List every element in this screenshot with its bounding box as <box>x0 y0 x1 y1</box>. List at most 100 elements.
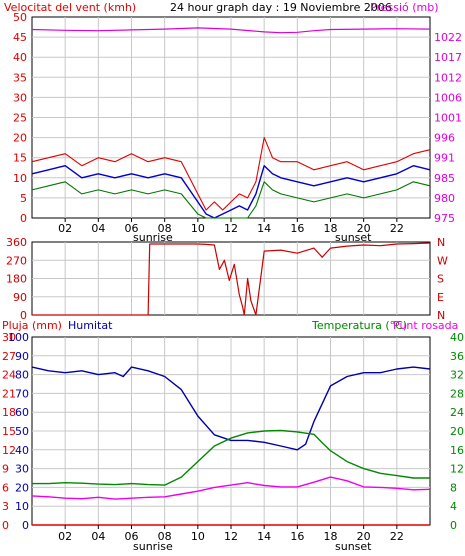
temperature-y-tick-label: 32 <box>450 369 464 382</box>
wind-y-tick-label: 25 <box>13 112 27 125</box>
rain-y-tick-label: 12 <box>2 444 16 457</box>
temperature-y-tick-label: 36 <box>450 350 464 363</box>
wind-x-tick-label: 02 <box>58 222 72 235</box>
rain-y-tick-label: 30 <box>2 331 16 344</box>
humidity-y-tick-label: 70 <box>15 387 29 400</box>
direction-y-ticks: 0 90 180 270 360 <box>6 236 27 322</box>
direction-y-tick-label: 180 <box>6 273 27 286</box>
temperature-y-tick-label: 0 <box>450 519 457 532</box>
temperature-line <box>32 429 430 486</box>
wind-y-tick-label: 40 <box>13 51 27 64</box>
compass-tick-label: N <box>437 309 445 322</box>
compass-tick-label: W <box>437 254 448 267</box>
humidity-y-tick-label: 90 <box>15 350 29 363</box>
humidity-title: Humitat <box>68 319 113 332</box>
wind-x-tick-label: 04 <box>91 222 105 235</box>
wind-y-tick-label: 30 <box>13 91 27 104</box>
humidity-y-tick-label: 80 <box>15 369 29 382</box>
compass-tick-label: S <box>437 273 444 286</box>
temperature-y-tick-label: 12 <box>450 463 464 476</box>
wind-x-tick-label: 18 <box>324 222 338 235</box>
climate-x-tick-label: 12 <box>224 530 238 543</box>
rain-y-ticks: 0 3 6 9 12 15 18 21 24 27 30 <box>2 331 16 532</box>
wind-x-tick-label: 12 <box>224 222 238 235</box>
humidity-y-tick-label: 60 <box>15 406 29 419</box>
pressure-y-tick-label: 1022 <box>434 31 462 44</box>
pressure-y-tick-label: 1012 <box>434 71 462 84</box>
compass-tick-label: E <box>437 291 444 304</box>
rain-y-tick-label: 3 <box>2 500 9 513</box>
temperature-y-tick-label: 28 <box>450 387 464 400</box>
climate-x-tick-label: 06 <box>125 530 139 543</box>
humidity-y-tick-label: 40 <box>15 444 29 457</box>
climate-x-ticks: 02 04 06 08 10 12 14 16 18 20 22 <box>58 525 404 543</box>
rain-y-tick-label: 0 <box>2 519 9 532</box>
climate-x-tick-label: 02 <box>58 530 72 543</box>
rain-y-tick-label: 15 <box>2 425 16 438</box>
climate-x-tick-label: 22 <box>390 530 404 543</box>
wind-series <box>31 27 431 219</box>
wind-y-tick-label: 15 <box>13 152 27 165</box>
pressure-y-tick-label: 996 <box>434 132 455 145</box>
climate-x-tick-label: 20 <box>357 530 371 543</box>
temperature-y-tick-label: 16 <box>450 444 464 457</box>
wind-ylabel: Velocitat del vent (kmh) <box>4 1 136 14</box>
chart-title: 24 hour graph day : 19 Noviembre 2006 <box>170 1 392 14</box>
temperature-y-tick-label: 24 <box>450 406 464 419</box>
climate-x-tick-label: 08 <box>158 530 172 543</box>
wind-y-ticks: 0 5 10 15 20 25 30 35 40 45 50 <box>13 11 27 225</box>
wind-y-tick-label: 20 <box>13 132 27 145</box>
temperature-y-tick-label: 40 <box>450 331 464 344</box>
wind_min-line <box>31 181 431 219</box>
sunset-label-top: sunset <box>335 231 372 244</box>
wind-x-tick-label: 22 <box>390 222 404 235</box>
rain-y-tick-label: 6 <box>2 481 9 494</box>
climate-x-tick-label: 16 <box>290 530 304 543</box>
humidity-y-tick-label: 100 <box>8 331 29 344</box>
direction-gridlines <box>32 242 430 315</box>
wind_avg-line <box>31 164 431 219</box>
direction-series <box>32 242 431 316</box>
humidity-y-ticks: 0 10 20 30 40 50 60 70 80 90 100 <box>8 331 29 532</box>
temperature-y-tick-label: 4 <box>450 500 457 513</box>
rain-y-tick-label: 21 <box>2 387 16 400</box>
direction-line <box>32 242 431 316</box>
wind-x-tick-label: 06 <box>125 222 139 235</box>
climate-x-tick-label: 14 <box>257 530 271 543</box>
pressure-y-tick-label: 1001 <box>434 112 462 125</box>
temperature-y-ticks: 0 4 8 12 16 20 24 28 32 36 40 <box>450 331 464 532</box>
wind-y-tick-label: 10 <box>13 172 27 185</box>
climate-x-tick-label: 04 <box>91 530 105 543</box>
dewpoint-line <box>31 476 431 500</box>
wind-y-tick-label: 45 <box>13 31 27 44</box>
direction-y-tick-label: 270 <box>6 254 27 267</box>
humidity-y-tick-label: 50 <box>15 425 29 438</box>
climate-x-tick-label: 18 <box>324 530 338 543</box>
sunrise-label-top: sunrise <box>133 231 173 244</box>
direction-y-tick-label: 90 <box>13 291 27 304</box>
dewpoint-title: Punt rosada <box>393 319 458 332</box>
climate-x-tick-label: 10 <box>191 530 205 543</box>
wind-x-tick-label: 10 <box>191 222 205 235</box>
humidity-y-tick-label: 0 <box>22 519 29 532</box>
pressure-y-ticks: 975 980 985 991 996 1001 1006 1012 1017 1022 <box>434 31 462 225</box>
wind-x-ticks: 02 04 06 08 10 12 14 16 18 20 22 <box>58 218 404 235</box>
direction-y-tick-label: 0 <box>20 309 27 322</box>
rain-y-tick-label: 9 <box>2 463 9 476</box>
rain-y-tick-label: 24 <box>2 369 16 382</box>
humidity-y-tick-label: 30 <box>15 463 29 476</box>
sunrise-label-bottom: sunrise <box>133 540 173 553</box>
wind-panel: Velocitat del vent (kmh) 24 hour graph d… <box>4 1 462 244</box>
climate-panel: Pluja (mm) Humitat Temperatura (°C) Punt… <box>2 319 464 553</box>
wind-y-tick-label: 5 <box>20 192 27 205</box>
rain-y-tick-label: 27 <box>2 350 16 363</box>
wind-y-tick-label: 50 <box>13 11 27 24</box>
wind-x-tick-label: 20 <box>357 222 371 235</box>
pressure-y-tick-label: 985 <box>434 172 455 185</box>
sunset-label-bottom: sunset <box>335 540 372 553</box>
direction-y-tick-label: 360 <box>6 236 27 249</box>
humidity-line <box>31 366 431 451</box>
pressure-ylabel: Pressió (mb) <box>370 1 439 14</box>
rain-y-tick-label: 18 <box>2 406 16 419</box>
